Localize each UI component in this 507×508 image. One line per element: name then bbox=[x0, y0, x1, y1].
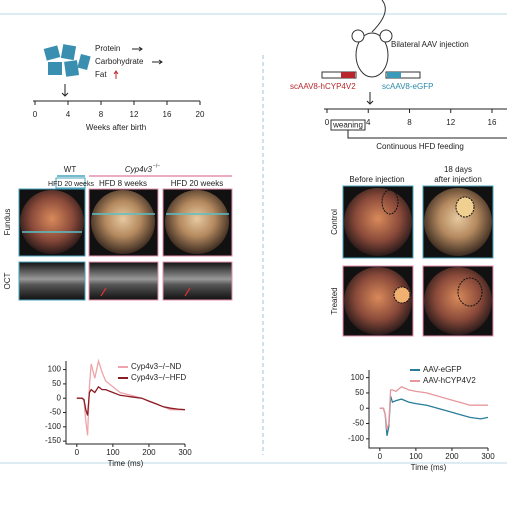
diet-item: Protein bbox=[95, 44, 120, 53]
food-icon bbox=[43, 44, 91, 77]
y-tick-label: -150 bbox=[45, 436, 62, 445]
axes bbox=[65, 361, 185, 445]
row-label: OCT bbox=[3, 272, 12, 289]
legend-label: Cyp4v3−/−HFD bbox=[131, 373, 186, 382]
timeline-tick-label: 4 bbox=[366, 118, 371, 127]
y-tick-label: 0 bbox=[57, 393, 62, 402]
column-label: after injection bbox=[434, 175, 482, 184]
y-tick-label: -100 bbox=[348, 434, 365, 443]
y-tick-label: 100 bbox=[351, 373, 365, 382]
row-label: Treated bbox=[330, 287, 339, 314]
trace bbox=[379, 395, 489, 436]
syringes bbox=[321, 71, 421, 79]
arrow bbox=[113, 70, 119, 79]
vector-label: scAAV8-eGFP bbox=[382, 82, 433, 91]
y-tick-label: 100 bbox=[48, 365, 62, 374]
condition: HFD 20 weeks bbox=[171, 179, 223, 188]
y-tick-label: -50 bbox=[352, 419, 364, 428]
timeline-label: Weeks after birth bbox=[86, 123, 146, 132]
timeline-tick-label: 16 bbox=[488, 118, 497, 127]
legend-label: AAV-eGFP bbox=[423, 365, 462, 374]
group-label: WT bbox=[64, 165, 77, 174]
feeding-bracket bbox=[347, 130, 507, 139]
arrow bbox=[132, 46, 163, 65]
vector-label: scAAV8-hCYP4V2 bbox=[290, 82, 356, 91]
x-tick-label: 100 bbox=[409, 452, 423, 461]
x-axis-label: Time (ms) bbox=[108, 459, 144, 468]
column-label: 18 days bbox=[444, 165, 472, 174]
x-tick-label: 300 bbox=[481, 452, 495, 461]
group-label-sup: −/− bbox=[153, 163, 160, 169]
trace bbox=[76, 385, 186, 416]
y-tick-label: 50 bbox=[52, 379, 61, 388]
arrow bbox=[61, 84, 69, 97]
mouse bbox=[351, 0, 393, 78]
y-tick-label: -50 bbox=[49, 408, 61, 417]
right-title: Bilateral AAV injection bbox=[391, 40, 469, 49]
timeline-tick-label: 16 bbox=[163, 110, 172, 119]
axes bbox=[368, 370, 488, 449]
timeline-tick-label: 4 bbox=[66, 110, 71, 119]
feeding: Continuous HFD feeding bbox=[376, 142, 464, 151]
condition: HFD 20 weeks bbox=[48, 181, 94, 188]
legend-label: AAV-hCYP4V2 bbox=[423, 376, 476, 385]
timeline-tick-label: 12 bbox=[446, 118, 455, 127]
arrow bbox=[366, 92, 374, 105]
weaning: weaning bbox=[332, 121, 363, 130]
x-tick-label: 200 bbox=[445, 452, 459, 461]
x-tick-label: 0 bbox=[378, 452, 383, 461]
x-tick-label: 200 bbox=[142, 448, 156, 457]
timeline-tick-label: 0 bbox=[33, 110, 38, 119]
right-images bbox=[342, 185, 494, 337]
x-axis-label: Time (ms) bbox=[411, 463, 447, 472]
diet-item: Fat bbox=[95, 70, 107, 79]
y-tick-label: 0 bbox=[360, 403, 365, 412]
column-label: Before injection bbox=[349, 175, 404, 184]
y-tick-label: 50 bbox=[355, 388, 364, 397]
y-tick-label: -100 bbox=[45, 422, 62, 431]
x-tick-label: 100 bbox=[106, 448, 120, 457]
timeline-tick-label: 20 bbox=[196, 110, 205, 119]
timeline-tick-label: 0 bbox=[325, 118, 330, 127]
timeline-tick-label: 8 bbox=[407, 118, 412, 127]
condition: HFD 8 weeks bbox=[99, 179, 147, 188]
timeline-tick-label: 12 bbox=[130, 110, 139, 119]
x-tick-label: 300 bbox=[178, 448, 192, 457]
x-tick-label: 0 bbox=[75, 448, 80, 457]
diet-item: Carbohydrate bbox=[95, 57, 144, 66]
row-label: Fundus bbox=[3, 209, 12, 236]
row-label: Control bbox=[330, 209, 339, 235]
group-label: Cyp4v3 bbox=[125, 165, 153, 174]
left-images bbox=[18, 177, 233, 301]
legend-label: Cyp4v3−/−ND bbox=[131, 362, 181, 371]
trace bbox=[379, 386, 488, 430]
timeline-tick-label: 8 bbox=[99, 110, 104, 119]
